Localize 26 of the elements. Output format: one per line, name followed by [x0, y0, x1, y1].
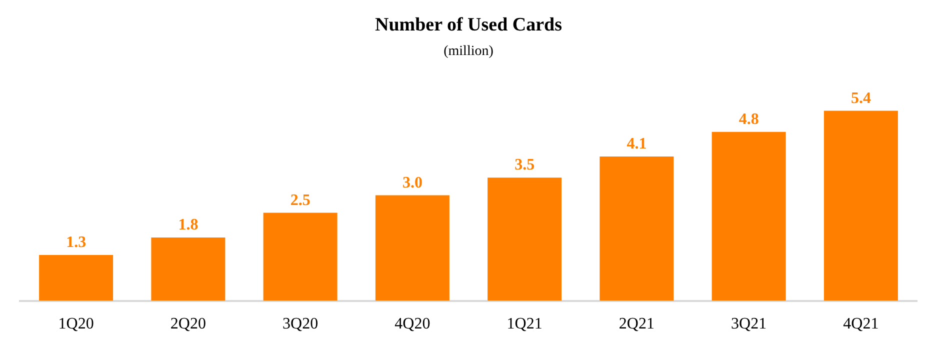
bar: [824, 110, 898, 301]
x-tick-label: 1Q20: [58, 316, 94, 333]
x-tick-label: 4Q21: [843, 316, 879, 333]
bar: [712, 132, 786, 301]
bar: [263, 212, 338, 301]
bar: [39, 255, 114, 301]
chart-subtitle: (million): [444, 44, 494, 59]
x-tick-label: 2Q20: [170, 316, 206, 333]
data-label: 5.4: [850, 90, 871, 107]
x-tick-label: 1Q21: [506, 316, 542, 333]
data-label: 1.8: [178, 216, 198, 234]
bar: [600, 156, 674, 301]
bar: [375, 195, 450, 301]
data-label: 3.5: [514, 156, 535, 174]
x-tick-label: 2Q21: [618, 316, 654, 333]
data-label: 4.8: [738, 110, 759, 128]
chart-title: Number of Used Cards: [374, 14, 562, 36]
data-label: 2.5: [290, 192, 310, 209]
x-tick-label: 4Q20: [394, 316, 430, 333]
data-label: 4.1: [626, 136, 647, 153]
x-tick-label: 3Q20: [282, 316, 318, 333]
x-tick-label: 3Q21: [731, 316, 767, 333]
bar: [488, 178, 562, 301]
bar: [151, 237, 226, 301]
data-label: 1.3: [66, 234, 86, 252]
data-label: 3.0: [402, 174, 422, 192]
